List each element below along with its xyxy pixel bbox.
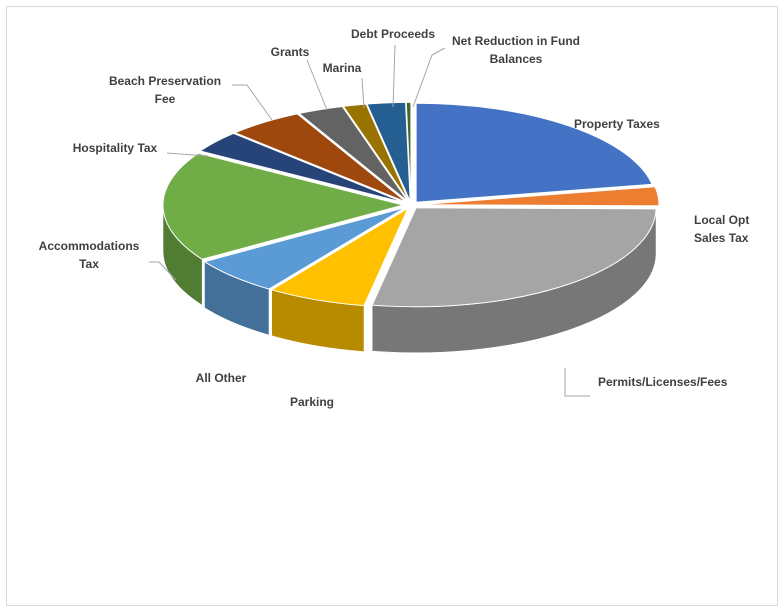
label-all-other: All Other (196, 371, 247, 385)
leader-line-beach-preservation-fee (232, 85, 272, 120)
label-hospitality-tax: Hospitality Tax (73, 141, 158, 155)
leader-line-net-reduction-in-fund-balances (413, 48, 445, 107)
label-debt-proceeds: Debt Proceeds (351, 27, 435, 41)
label-permits-licenses-fees: Permits/Licenses/Fees (598, 375, 728, 389)
pie-tops (163, 102, 659, 306)
leader-line-marina (362, 78, 364, 108)
label-grants: Grants (271, 45, 310, 59)
label-property-taxes: Property Taxes (574, 117, 660, 131)
leader-line-permits-licenses-fees (565, 368, 590, 396)
leader-line-debt-proceeds (393, 45, 395, 107)
label-parking: Parking (290, 395, 334, 409)
label-marina: Marina (323, 61, 362, 75)
